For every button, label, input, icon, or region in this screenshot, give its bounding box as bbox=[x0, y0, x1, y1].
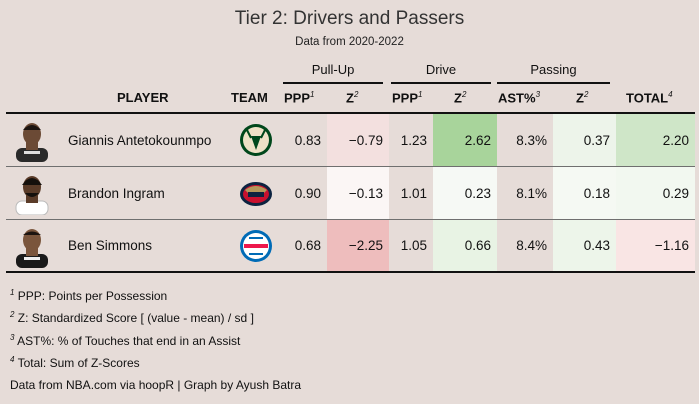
player-name: Ben Simmons bbox=[68, 238, 153, 253]
table-row: Ben Simmons 0.68 −2.25 1.05 0.66 8.4% 0.… bbox=[6, 220, 695, 273]
pelicans-logo-icon bbox=[240, 182, 272, 206]
pullup-z: −0.13 bbox=[327, 167, 389, 219]
pullup-ppp: 0.83 bbox=[294, 132, 321, 148]
table-title: Tier 2: Drivers and Passers bbox=[234, 8, 465, 29]
col-header-pullup-z: Z2 bbox=[346, 90, 359, 106]
source-caption: Data from NBA.com via hoopR | Graph by A… bbox=[10, 378, 302, 392]
ast-pct: 8.3% bbox=[516, 132, 547, 148]
group-underline-pullup bbox=[283, 82, 383, 84]
col-header-team: TEAM bbox=[231, 90, 268, 105]
passing-z: 0.37 bbox=[553, 114, 616, 166]
pullup-ppp: 0.68 bbox=[294, 238, 321, 253]
drive-ppp: 1.01 bbox=[400, 185, 427, 201]
player-name: Brandon Ingram bbox=[68, 185, 165, 201]
footnote: 2 Z: Standardized Score [ (value - mean)… bbox=[10, 310, 254, 325]
table-subtitle: Data from 2020-2022 bbox=[295, 36, 404, 48]
footnote: 4 Total: Sum of Z-Scores bbox=[10, 355, 140, 370]
drive-z: 0.66 bbox=[433, 220, 497, 271]
col-header-drive-ppp: PPP1 bbox=[392, 90, 423, 106]
col-header-drive-z: Z2 bbox=[454, 90, 467, 106]
bucks-logo-icon bbox=[240, 124, 272, 156]
drive-z: 0.23 bbox=[433, 167, 497, 219]
header-divider bbox=[6, 112, 695, 114]
ast-pct: 8.4% bbox=[516, 238, 547, 253]
drive-ppp: 1.23 bbox=[400, 132, 427, 148]
col-header-ast: AST%3 bbox=[498, 90, 541, 106]
group-header-passing: Passing bbox=[530, 62, 577, 77]
passing-z: 0.43 bbox=[553, 220, 616, 271]
pullup-ppp: 0.90 bbox=[294, 185, 321, 201]
total-z: 0.29 bbox=[616, 167, 695, 219]
group-header-pullup: Pull-Up bbox=[311, 62, 355, 77]
group-underline-passing bbox=[497, 82, 610, 84]
footnote: 3 AST%: % of Touches that end in an Assi… bbox=[10, 333, 241, 348]
drive-z: 2.62 bbox=[433, 114, 497, 166]
col-header-player: PLAYER bbox=[117, 90, 169, 105]
table-row: Giannis Antetokounmpo 0.83 −0.79 1.23 2.… bbox=[6, 114, 695, 167]
col-header-pullup-ppp: PPP1 bbox=[284, 90, 315, 106]
player-headshot-icon bbox=[16, 123, 48, 162]
player-headshot-icon bbox=[16, 229, 48, 268]
pullup-z: −0.79 bbox=[327, 114, 389, 166]
drive-ppp: 1.05 bbox=[400, 238, 427, 253]
ast-pct: 8.1% bbox=[516, 185, 547, 201]
passing-z: 0.18 bbox=[553, 167, 616, 219]
col-header-total: TOTAL4 bbox=[626, 90, 673, 106]
total-z: 2.20 bbox=[616, 114, 695, 166]
pullup-z: −2.25 bbox=[327, 220, 389, 271]
table-row: Brandon Ingram 0.90 −0.13 1.01 0.23 8.1%… bbox=[6, 167, 695, 220]
player-name: Giannis Antetokounmpo bbox=[68, 132, 212, 148]
player-headshot-icon bbox=[15, 176, 49, 215]
group-header-drive: Drive bbox=[425, 62, 457, 77]
76ers-logo-icon bbox=[240, 230, 272, 262]
col-header-passing-z: Z2 bbox=[576, 90, 589, 106]
group-underline-drive bbox=[391, 82, 491, 84]
total-z: −1.16 bbox=[616, 220, 695, 271]
footnote: 1 PPP: Points per Possession bbox=[10, 288, 168, 303]
